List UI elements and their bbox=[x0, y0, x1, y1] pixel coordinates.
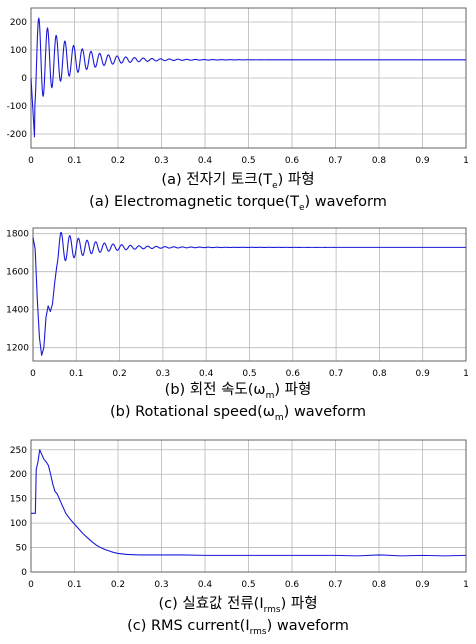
x-tick-label: 0.7 bbox=[329, 369, 343, 378]
y-tick-label: 150 bbox=[10, 495, 27, 505]
x-tick-label: 0.6 bbox=[285, 156, 300, 166]
x-tick-label: 0.2 bbox=[112, 369, 126, 378]
y-tick-label: 200 bbox=[10, 18, 27, 28]
rms-current-caption-en: (c) RMS current(Irms) waveform bbox=[127, 618, 349, 637]
torque-caption-kr: (a) 전자기 토크(Te) 파형 bbox=[161, 172, 315, 191]
x-tick-label: 0.8 bbox=[372, 369, 387, 378]
x-tick-label: 0.5 bbox=[241, 156, 255, 166]
speed-chart: 0 0.1 0.2 0.3 0.4 0.5 0.6 0.7 0.8 0.9 1 1200 1400 160… bbox=[6, 227, 469, 378]
plot-frame bbox=[32, 227, 467, 362]
x-tick-label: 0.8 bbox=[372, 156, 387, 166]
torque-chart-panel: 0 0.1 0.2 0.3 0.4 0.5 0.6 0.7 0.8 0.9 1 -200 -100 0 10… bbox=[0, 0, 476, 213]
x-tick-label: 0.4 bbox=[198, 580, 213, 590]
x-tick-label: 0 bbox=[28, 156, 34, 166]
torque-chart: 0 0.1 0.2 0.3 0.4 0.5 0.6 0.7 0.8 0.9 1 -200 -100 0 10… bbox=[7, 7, 469, 166]
y-tick-label: -100 bbox=[7, 102, 28, 112]
x-tick-label: 0 bbox=[30, 369, 36, 378]
series-line bbox=[31, 449, 467, 557]
x-tick-label: 0.1 bbox=[67, 156, 81, 166]
x-tick-label: 0.6 bbox=[285, 580, 300, 590]
rms-current-chart-panel: 0 0.1 0.2 0.3 0.4 0.5 0.6 0.7 0.8 0.9 1 0 50 100 150 20… bbox=[0, 432, 476, 644]
series-line bbox=[32, 231, 467, 356]
x-tick-label: 0.9 bbox=[415, 580, 430, 590]
x-tick-label: 0.4 bbox=[198, 156, 213, 166]
speed-chart-panel: 0 0.1 0.2 0.3 0.4 0.5 0.6 0.7 0.8 0.9 1 1200 1400 160… bbox=[0, 218, 476, 428]
y-tick-label: 200 bbox=[10, 470, 27, 480]
x-tick-label: 0.2 bbox=[111, 580, 125, 590]
y-tick-label: 250 bbox=[10, 446, 27, 456]
x-tick-label: 0.5 bbox=[241, 580, 255, 590]
x-tick-label: 0.7 bbox=[328, 580, 342, 590]
x-tick-label: 1 bbox=[463, 369, 469, 378]
x-tick-label: 0.6 bbox=[286, 369, 301, 378]
x-tick-label: 0.3 bbox=[156, 369, 170, 378]
y-tick-label: 1200 bbox=[6, 344, 29, 354]
x-tick-label: 0.8 bbox=[372, 580, 387, 590]
speed-caption-kr: (b) 회전 속도(ωm) 파형 bbox=[164, 382, 312, 401]
plot-frame bbox=[30, 439, 467, 573]
y-tick-label: -200 bbox=[7, 130, 28, 140]
x-tick-label: 1 bbox=[463, 580, 469, 590]
y-tick-label: 50 bbox=[16, 544, 28, 554]
x-tick-label: 0.3 bbox=[154, 156, 168, 166]
y-tick-label: 1400 bbox=[6, 306, 29, 316]
x-tick-label: 0.4 bbox=[199, 369, 214, 378]
x-tick-label: 0.1 bbox=[67, 580, 81, 590]
x-tick-label: 0.1 bbox=[69, 369, 83, 378]
y-tick-label: 0 bbox=[21, 74, 27, 84]
y-tick-label: 100 bbox=[10, 46, 27, 56]
y-tick-label: 1600 bbox=[6, 268, 29, 278]
x-tick-label: 0.9 bbox=[415, 156, 430, 166]
y-tick-label: 0 bbox=[21, 568, 27, 578]
y-tick-label: 100 bbox=[10, 519, 27, 529]
x-tick-label: 0.9 bbox=[416, 369, 431, 378]
x-tick-label: 0 bbox=[28, 580, 34, 590]
x-tick-label: 0.2 bbox=[111, 156, 125, 166]
y-tick-label: 1800 bbox=[6, 230, 29, 240]
x-tick-label: 0.7 bbox=[328, 156, 342, 166]
torque-caption-en: (a) Electromagnetic torque(Te) waveform bbox=[89, 194, 387, 213]
series-line bbox=[30, 17, 467, 138]
x-tick-label: 1 bbox=[463, 156, 469, 166]
x-tick-label: 0.5 bbox=[242, 369, 256, 378]
x-tick-label: 0.3 bbox=[154, 580, 168, 590]
rms-current-caption-kr: (c) 실효값 전류(Irms) 파형 bbox=[158, 596, 318, 615]
speed-caption-en: (b) Rotational speed(ωm) waveform bbox=[109, 404, 366, 423]
rms-current-chart: 0 0.1 0.2 0.3 0.4 0.5 0.6 0.7 0.8 0.9 1 0 50 100 150 20… bbox=[10, 439, 469, 590]
